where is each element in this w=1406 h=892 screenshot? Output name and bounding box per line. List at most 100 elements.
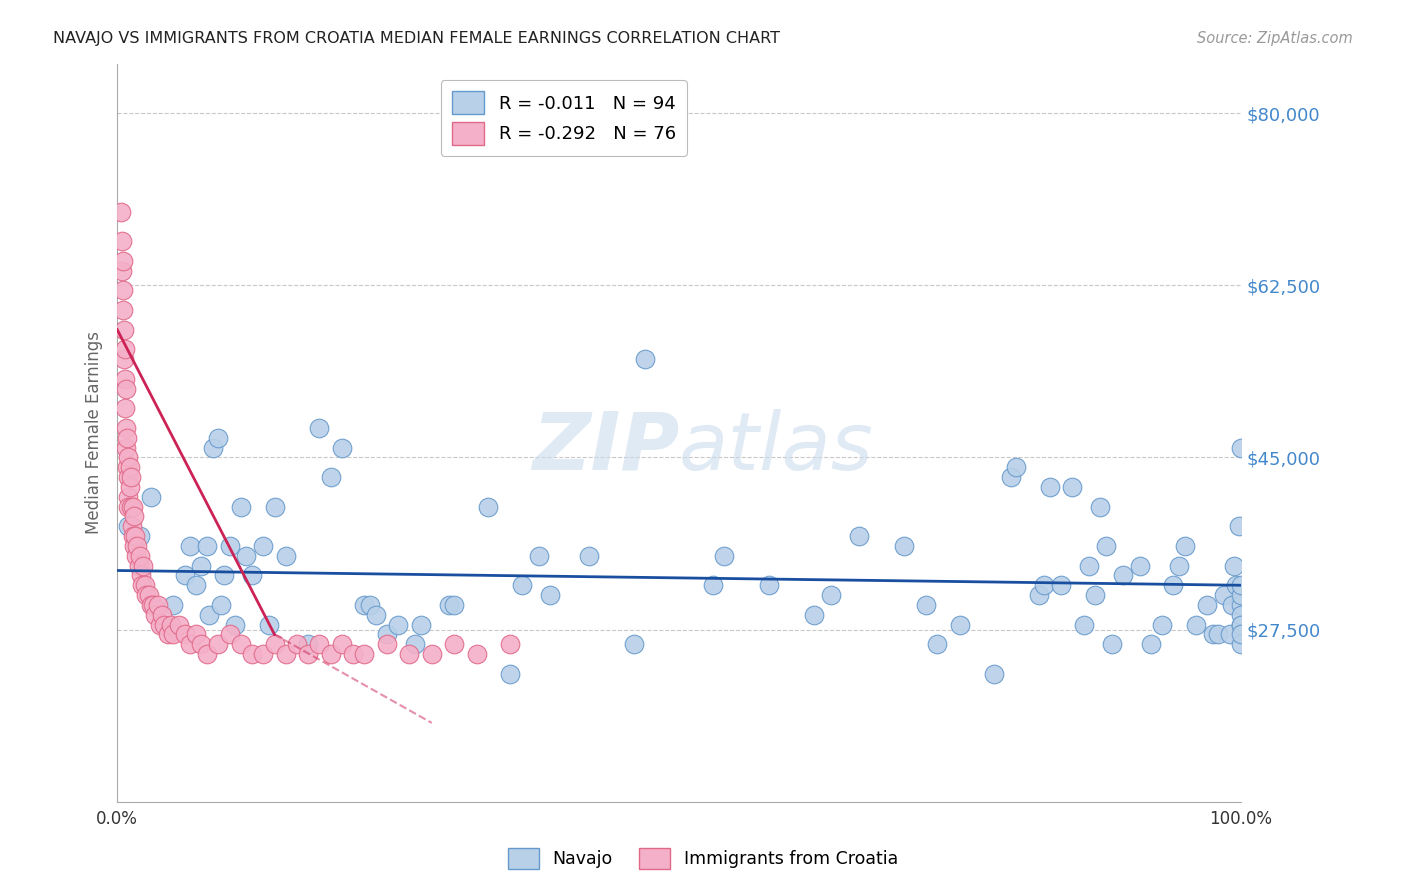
Point xyxy=(1129,558,1152,573)
Point xyxy=(420,647,443,661)
Point xyxy=(702,578,724,592)
Point xyxy=(353,647,375,661)
Point xyxy=(207,431,229,445)
Point xyxy=(139,598,162,612)
Point xyxy=(145,607,167,622)
Point xyxy=(111,263,134,277)
Point xyxy=(1197,598,1219,612)
Point xyxy=(387,617,409,632)
Point xyxy=(235,549,257,563)
Point xyxy=(297,647,319,661)
Point xyxy=(121,519,143,533)
Point xyxy=(1230,617,1253,632)
Point xyxy=(111,253,134,268)
Point xyxy=(125,549,148,563)
Point xyxy=(297,637,319,651)
Point xyxy=(499,637,522,651)
Point xyxy=(375,637,398,651)
Point xyxy=(477,500,499,514)
Point xyxy=(1112,568,1135,582)
Legend: R = -0.011   N = 94, R = -0.292   N = 76: R = -0.011 N = 94, R = -0.292 N = 76 xyxy=(441,80,686,156)
Point xyxy=(122,509,145,524)
Point xyxy=(117,431,139,445)
Point xyxy=(128,529,150,543)
Point xyxy=(134,578,156,592)
Point xyxy=(190,637,212,651)
Point xyxy=(1202,627,1225,641)
Point xyxy=(1039,480,1062,494)
Point xyxy=(156,627,179,641)
Point xyxy=(117,460,139,475)
Point xyxy=(404,637,426,651)
Point xyxy=(983,666,1005,681)
Text: NAVAJO VS IMMIGRANTS FROM CROATIA MEDIAN FEMALE EARNINGS CORRELATION CHART: NAVAJO VS IMMIGRANTS FROM CROATIA MEDIAN… xyxy=(53,31,780,46)
Point xyxy=(114,401,136,416)
Point xyxy=(115,421,138,435)
Point xyxy=(218,627,240,641)
Point xyxy=(117,500,139,514)
Point xyxy=(195,539,218,553)
Point xyxy=(115,382,138,396)
Y-axis label: Median Female Earnings: Median Female Earnings xyxy=(86,331,103,534)
Point xyxy=(153,617,176,632)
Point xyxy=(118,460,141,475)
Point xyxy=(117,450,139,465)
Point xyxy=(1230,441,1253,455)
Point xyxy=(112,322,135,336)
Point xyxy=(1230,588,1253,602)
Point xyxy=(1230,607,1253,622)
Point xyxy=(1028,588,1050,602)
Point xyxy=(240,568,263,582)
Point xyxy=(138,588,160,602)
Text: Source: ZipAtlas.com: Source: ZipAtlas.com xyxy=(1197,31,1353,46)
Point xyxy=(820,588,842,602)
Point xyxy=(142,598,165,612)
Point xyxy=(129,568,152,582)
Point xyxy=(118,480,141,494)
Point xyxy=(160,617,183,632)
Point xyxy=(713,549,735,563)
Point xyxy=(364,607,387,622)
Point xyxy=(274,647,297,661)
Point xyxy=(120,470,142,484)
Point xyxy=(927,637,949,651)
Point xyxy=(1230,598,1253,612)
Point xyxy=(117,490,139,504)
Point xyxy=(1000,470,1022,484)
Point xyxy=(409,617,432,632)
Point xyxy=(257,617,280,632)
Text: ZIP: ZIP xyxy=(531,409,679,486)
Point xyxy=(120,500,142,514)
Point xyxy=(1230,578,1253,592)
Point xyxy=(1208,627,1230,641)
Point xyxy=(330,441,353,455)
Point xyxy=(1225,578,1247,592)
Point xyxy=(252,539,274,553)
Point xyxy=(634,352,657,367)
Point xyxy=(167,617,190,632)
Point xyxy=(135,588,157,602)
Point xyxy=(443,598,465,612)
Point xyxy=(114,343,136,357)
Point xyxy=(398,647,420,661)
Point xyxy=(623,637,645,651)
Point xyxy=(1223,558,1246,573)
Point xyxy=(1033,578,1056,592)
Point xyxy=(308,421,330,435)
Point xyxy=(510,578,533,592)
Point xyxy=(1219,627,1241,641)
Point xyxy=(1084,588,1107,602)
Point xyxy=(146,598,169,612)
Point xyxy=(342,647,364,661)
Point xyxy=(1230,617,1253,632)
Point xyxy=(949,617,972,632)
Point xyxy=(229,637,252,651)
Point xyxy=(162,627,184,641)
Point xyxy=(274,549,297,563)
Point xyxy=(443,637,465,651)
Point xyxy=(848,529,870,543)
Point xyxy=(1140,637,1163,651)
Point xyxy=(359,598,381,612)
Point xyxy=(111,283,134,297)
Point xyxy=(184,627,207,641)
